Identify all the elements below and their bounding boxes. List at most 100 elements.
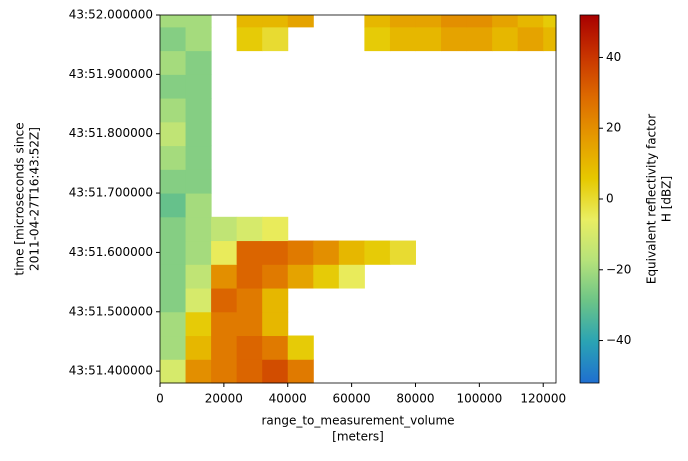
heatmap-cell xyxy=(466,15,493,28)
heatmap-cell xyxy=(211,216,238,242)
colorbar-tick-label: −40 xyxy=(606,333,631,347)
heatmap-cell xyxy=(185,50,212,75)
heatmap-cell xyxy=(287,15,314,28)
heatmap-cell xyxy=(389,240,416,265)
heatmap-cell xyxy=(262,26,289,52)
heatmap-cell xyxy=(185,264,212,289)
heatmap-cell xyxy=(543,26,557,52)
heatmap-cell xyxy=(389,26,416,52)
heatmap-cell xyxy=(160,193,187,218)
x-tick-label: 120000 xyxy=(520,392,566,406)
y-axis-label: time [microseconds since xyxy=(13,122,27,275)
y-tick-label: 43:51.500000 xyxy=(69,304,153,318)
heatmap-cell xyxy=(160,98,187,123)
heatmap-cell xyxy=(543,15,557,28)
heatmap-cell xyxy=(287,264,314,289)
colorbar xyxy=(579,14,600,384)
heatmap-cell xyxy=(211,311,238,337)
heatmap-cell xyxy=(441,15,468,28)
x-tick-label: 20000 xyxy=(205,392,243,406)
heatmap-cell xyxy=(185,98,212,123)
heatmap-cell xyxy=(185,193,212,218)
plot-frame xyxy=(159,14,557,384)
heatmap-cell xyxy=(236,240,263,265)
heatmap-cell xyxy=(236,264,263,289)
heatmap-cell xyxy=(160,335,187,360)
heatmap-cell xyxy=(185,15,212,28)
y-tick-label: 43:51.700000 xyxy=(69,186,153,200)
colorbar-tick-label: 20 xyxy=(606,121,621,135)
heatmap-cell xyxy=(441,26,468,52)
heatmap-cell xyxy=(262,216,289,242)
colorbar-label: H [dBZ] xyxy=(660,176,674,222)
heatmap-cell xyxy=(262,15,289,28)
heatmap-cell xyxy=(236,359,263,384)
colorbar-tick-label: 40 xyxy=(606,50,621,64)
y-tick-label: 43:51.800000 xyxy=(69,126,153,140)
heatmap-cell xyxy=(364,240,391,265)
heatmap-cell xyxy=(160,264,187,289)
heatmap-cell xyxy=(185,74,212,99)
heatmap-cell xyxy=(160,288,187,313)
heatmap-cell xyxy=(185,169,212,194)
heatmap-cell xyxy=(287,335,314,360)
heatmap-cell xyxy=(466,26,493,52)
heatmap-cell xyxy=(262,288,289,313)
heatmap-cell xyxy=(160,121,187,147)
heatmap-cell xyxy=(160,169,187,194)
y-axis-label: 2011-04-27T16:43:52Z] xyxy=(28,127,42,271)
heatmap-cell xyxy=(415,26,442,52)
heatmap-cell xyxy=(415,15,442,28)
heatmap-cell xyxy=(262,264,289,289)
heatmap-cell xyxy=(236,311,263,337)
heatmap-cell xyxy=(211,359,238,384)
colorbar-label: Equivalent reflectivity factor xyxy=(645,114,659,284)
heatmap-cell xyxy=(211,264,238,289)
heatmap-cell xyxy=(517,15,544,28)
heatmap-cell xyxy=(185,311,212,337)
heatmap-cell xyxy=(236,288,263,313)
heatmap-cell xyxy=(185,216,212,242)
y-tick-label: 43:52.000000 xyxy=(69,8,153,22)
x-tick-label: 60000 xyxy=(333,392,371,406)
heatmap-cell xyxy=(185,288,212,313)
colorbar-tick-label: 0 xyxy=(606,192,614,206)
heatmap-cell xyxy=(185,26,212,52)
heatmap-cell xyxy=(160,74,187,99)
y-tick-label: 43:51.900000 xyxy=(69,67,153,81)
heatmap-cell xyxy=(211,288,238,313)
heatmap-cell xyxy=(236,216,263,242)
heatmap-cell xyxy=(160,15,187,28)
y-tick-label: 43:51.600000 xyxy=(69,245,153,259)
heatmap-cell xyxy=(185,121,212,147)
heatmap-cell xyxy=(287,359,314,384)
x-tick-label: 100000 xyxy=(456,392,502,406)
heatmap-cell xyxy=(262,359,289,384)
heatmap-cell xyxy=(236,26,263,52)
heatmap-cell xyxy=(492,15,519,28)
heatmap-cell xyxy=(211,240,238,265)
heatmap-cell xyxy=(185,145,212,170)
y-tick-label: 43:51.400000 xyxy=(69,364,153,378)
heatmap-cell xyxy=(338,264,365,289)
heatmap-cell xyxy=(211,335,238,360)
heatmap-cell xyxy=(517,26,544,52)
heatmap-cell xyxy=(262,335,289,360)
heatmap-cell xyxy=(185,335,212,360)
heatmap-cell xyxy=(313,264,340,289)
heatmap-cell xyxy=(236,15,263,28)
heatmap-cell xyxy=(160,145,187,170)
x-axis-label: range_to_measurement_volume xyxy=(261,414,454,428)
x-tick-label: 40000 xyxy=(269,392,307,406)
x-tick-label: 80000 xyxy=(396,392,434,406)
x-tick-label: 0 xyxy=(156,392,164,406)
heatmap-cell xyxy=(160,26,187,52)
heatmap-cell xyxy=(160,240,187,265)
heatmap-cell xyxy=(262,240,289,265)
heatmap-cell xyxy=(160,359,187,384)
heatmap-cell xyxy=(185,359,212,384)
heatmap-cell xyxy=(160,311,187,337)
heatmap-cell xyxy=(287,240,314,265)
x-axis-label: [meters] xyxy=(332,430,384,444)
